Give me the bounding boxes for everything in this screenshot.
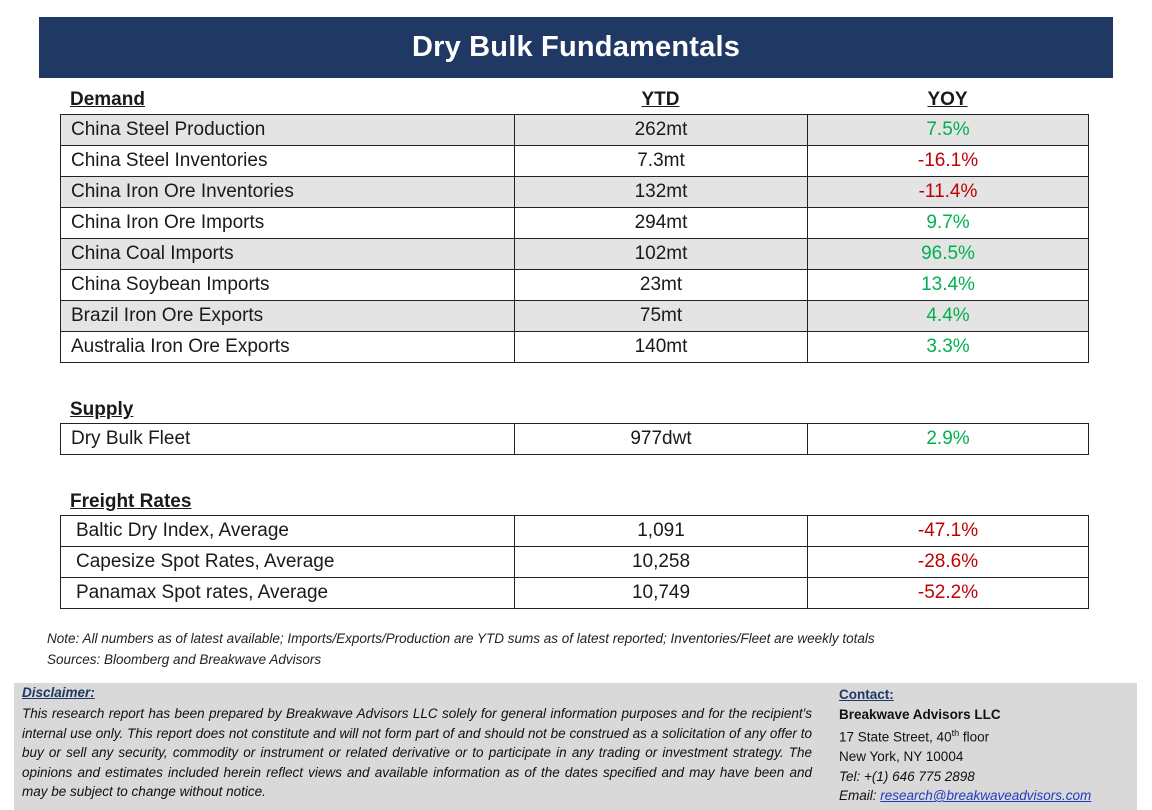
row-label: Australia Iron Ore Exports [60, 331, 515, 363]
freight-table: Baltic Dry Index, Average 1,091 -47.1% Cape… [60, 515, 1089, 609]
title-banner: Dry Bulk Fundamentals [39, 17, 1113, 78]
row-yoy: 2.9% [807, 423, 1089, 455]
table-row: China Coal Imports 102mt 96.5% [60, 238, 1089, 270]
table-row: Brazil Iron Ore Exports 75mt 4.4% [60, 300, 1089, 332]
row-label: Panamax Spot rates, Average [60, 577, 515, 609]
column-headers: Demand YTD YOY [60, 89, 1088, 111]
row-ytd: 262mt [514, 114, 808, 146]
row-yoy: -16.1% [807, 145, 1089, 177]
row-ytd: 1,091 [514, 515, 808, 547]
table-row: China Steel Production 262mt 7.5% [60, 114, 1089, 146]
table-row: Dry Bulk Fleet 977dwt 2.9% [60, 423, 1089, 455]
row-ytd: 75mt [514, 300, 808, 332]
disclaimer-title: Disclaimer: [22, 685, 95, 700]
row-yoy: 3.3% [807, 331, 1089, 363]
contact-email-line: Email: research@breakwaveadvisors.com [839, 788, 1092, 803]
table-row: China Iron Ore Inventories 132mt -11.4% [60, 176, 1089, 208]
table-row: Baltic Dry Index, Average 1,091 -47.1% [60, 515, 1089, 547]
row-label: China Steel Production [60, 114, 515, 146]
demand-table: China Steel Production 262mt 7.5% China Ste… [60, 114, 1089, 363]
row-yoy: 7.5% [807, 114, 1089, 146]
contact-block: Contact: Breakwave Advisors LLC 17 State… [839, 685, 1091, 806]
row-ytd: 102mt [514, 238, 808, 270]
row-label: China Steel Inventories [60, 145, 515, 177]
row-ytd: 977dwt [514, 423, 808, 455]
freight-section-title: Freight Rates [70, 491, 192, 512]
table-row: China Soybean Imports 23mt 13.4% [60, 269, 1089, 301]
row-yoy: 13.4% [807, 269, 1089, 301]
row-label: China Iron Ore Imports [60, 207, 515, 239]
row-label: Brazil Iron Ore Exports [60, 300, 515, 332]
sources-text: Sources: Bloomberg and Breakwave Advisor… [47, 652, 322, 667]
row-label: China Soybean Imports [60, 269, 515, 301]
contact-email-link[interactable]: research@breakwaveadvisors.com [880, 788, 1092, 803]
page-title: Dry Bulk Fundamentals [411, 31, 741, 63]
disclaimer-panel: Disclaimer: This research report has bee… [14, 683, 1137, 810]
row-ytd: 10,258 [514, 546, 808, 578]
note-text: Note: All numbers as of latest available… [47, 631, 875, 646]
table-row: Panamax Spot rates, Average 10,749 -52.2% [60, 577, 1089, 609]
contact-tel: Tel: +(1) 646 775 2898 [839, 768, 975, 784]
row-ytd: 10,749 [514, 577, 808, 609]
row-yoy: 9.7% [807, 207, 1089, 239]
disclaimer-body: This research report has been prepared b… [22, 706, 812, 799]
row-label: China Coal Imports [60, 238, 515, 270]
contact-company: Breakwave Advisors LLC [839, 706, 1001, 722]
supply-table: Dry Bulk Fleet 977dwt 2.9% [60, 423, 1089, 455]
row-ytd: 7.3mt [514, 145, 808, 177]
yoy-header: YOY [927, 89, 968, 110]
ytd-header: YTD [641, 89, 680, 110]
row-ytd: 132mt [514, 176, 808, 208]
demand-header: Demand [70, 89, 145, 110]
row-label: China Iron Ore Inventories [60, 176, 515, 208]
contact-address-line2: New York, NY 10004 [839, 749, 964, 764]
table-row: China Iron Ore Imports 294mt 9.7% [60, 207, 1089, 239]
supply-section-title: Supply [70, 399, 134, 420]
row-ytd: 294mt [514, 207, 808, 239]
row-yoy: -52.2% [807, 577, 1089, 609]
contact-address-line1: 17 State Street, 40th floor [839, 728, 990, 745]
contact-title: Contact: [839, 687, 894, 702]
row-yoy: -47.1% [807, 515, 1089, 547]
table-row: China Steel Inventories 7.3mt -16.1% [60, 145, 1089, 177]
row-label: Baltic Dry Index, Average [60, 515, 515, 547]
row-yoy: 96.5% [807, 238, 1089, 270]
row-yoy: 4.4% [807, 300, 1089, 332]
table-row: Australia Iron Ore Exports 140mt 3.3% [60, 331, 1089, 363]
table-row: Capesize Spot Rates, Average 10,258 -28.6% [60, 546, 1089, 578]
row-label: Dry Bulk Fleet [60, 423, 515, 455]
row-ytd: 23mt [514, 269, 808, 301]
row-ytd: 140mt [514, 331, 808, 363]
row-label: Capesize Spot Rates, Average [60, 546, 515, 578]
row-yoy: -28.6% [807, 546, 1089, 578]
row-yoy: -11.4% [807, 176, 1089, 208]
